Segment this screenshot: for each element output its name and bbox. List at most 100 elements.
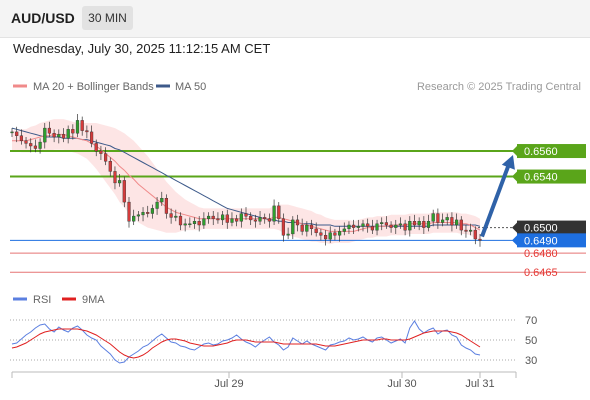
candle-body xyxy=(417,220,421,226)
candle-body xyxy=(71,129,75,134)
candle-body xyxy=(408,220,412,231)
candle-body xyxy=(225,214,229,223)
candle-body xyxy=(380,222,384,224)
price-label-box xyxy=(517,144,586,159)
candle-body xyxy=(347,224,351,229)
candle-body xyxy=(155,201,159,209)
price-label-box xyxy=(517,220,586,235)
candle-body xyxy=(389,224,393,228)
rsi-ma-line xyxy=(11,328,481,359)
candle-body xyxy=(61,134,66,139)
candle-body xyxy=(234,218,239,222)
candle-body xyxy=(403,223,407,231)
candle-body xyxy=(216,218,220,221)
candle-body xyxy=(272,205,276,222)
candle-body xyxy=(132,215,136,222)
candle-body xyxy=(160,197,164,203)
candle-body xyxy=(338,231,342,236)
candle-body xyxy=(164,197,168,214)
candle-body xyxy=(384,222,388,226)
candle-body xyxy=(136,214,140,217)
timestamp-text: Wednesday, July 30, 2025 11:12:15 AM CET xyxy=(13,41,271,56)
candle-body xyxy=(305,224,309,232)
candle-body xyxy=(361,223,365,227)
candle-body xyxy=(220,214,225,221)
candle-body xyxy=(291,219,295,235)
candle-body xyxy=(333,232,337,236)
candle-body xyxy=(314,228,318,233)
candle-body xyxy=(239,213,243,222)
candle-body xyxy=(89,131,94,144)
rsi-tick-label: 70 xyxy=(525,315,537,327)
candle-body xyxy=(356,226,360,228)
candle-body xyxy=(455,219,459,226)
ma50-legend-label: MA 50 xyxy=(175,81,206,93)
candle-body xyxy=(319,232,323,236)
candle-body xyxy=(478,238,482,241)
candle-body xyxy=(431,213,435,222)
price-level-label: 0.6500 xyxy=(524,223,558,235)
copyright-text: Research © 2025 Trading Central xyxy=(417,81,581,93)
candle-body xyxy=(85,130,89,133)
candle-body xyxy=(309,224,314,229)
candle-body xyxy=(117,180,122,184)
candle-body xyxy=(230,218,234,223)
top-bar: AUD/USD 30 MIN xyxy=(0,0,590,38)
candle-body xyxy=(29,143,33,147)
rsi-tick-label: 30 xyxy=(525,355,537,367)
price-label-pointer xyxy=(512,235,517,246)
candle-body xyxy=(188,223,192,226)
candle-body xyxy=(328,232,332,240)
candle-body xyxy=(464,229,468,232)
candle-body xyxy=(295,219,300,226)
candle-body xyxy=(43,127,47,143)
x-tick-label: Jul 31 xyxy=(465,378,494,390)
candle-body xyxy=(103,153,108,162)
candle-body xyxy=(94,143,98,152)
candle-body xyxy=(33,145,37,149)
candle-body xyxy=(141,212,145,216)
candle-body xyxy=(263,217,267,219)
candle-body xyxy=(183,223,187,226)
x-tick-label: Jul 29 xyxy=(214,378,243,390)
candle-body xyxy=(394,224,398,228)
candle-body xyxy=(281,218,285,236)
candle-body xyxy=(370,226,374,231)
price-level-label: 0.6465 xyxy=(524,267,558,279)
candle-body xyxy=(249,215,253,221)
price-label-box xyxy=(517,169,586,184)
candle-body xyxy=(253,219,257,222)
rsi-line xyxy=(11,320,481,364)
candle-body xyxy=(150,208,154,214)
candle-body xyxy=(450,217,454,226)
price-level-label: 0.6540 xyxy=(524,172,558,184)
candle-body xyxy=(244,213,248,217)
candle-body xyxy=(174,215,178,218)
candle-body xyxy=(342,228,346,232)
currency-pair-title: AUD/USD xyxy=(11,10,75,26)
candle-body xyxy=(202,218,206,226)
candle-body xyxy=(277,205,281,219)
candle-body xyxy=(66,129,70,139)
candle-body xyxy=(57,134,61,138)
rsi-tick-label: 50 xyxy=(525,335,537,347)
candle-body xyxy=(47,127,51,134)
candle-body xyxy=(459,219,463,231)
price-level-label: 0.6480 xyxy=(524,248,558,260)
candle-body xyxy=(445,217,449,221)
candle-body xyxy=(122,180,126,203)
candle-body xyxy=(197,220,201,226)
price-label-pointer xyxy=(512,171,517,182)
candle-body xyxy=(24,140,28,144)
candle-body xyxy=(80,120,84,131)
candle-body xyxy=(15,131,19,136)
candle-body xyxy=(352,224,356,228)
candle-body xyxy=(192,220,197,224)
candle-body xyxy=(108,160,112,172)
timeframe-button[interactable]: 30 MIN xyxy=(82,6,133,30)
candle-body xyxy=(178,215,183,226)
candle-body xyxy=(211,215,215,219)
candle-body xyxy=(422,220,426,228)
candle-body xyxy=(52,132,56,138)
candle-body xyxy=(375,223,379,231)
